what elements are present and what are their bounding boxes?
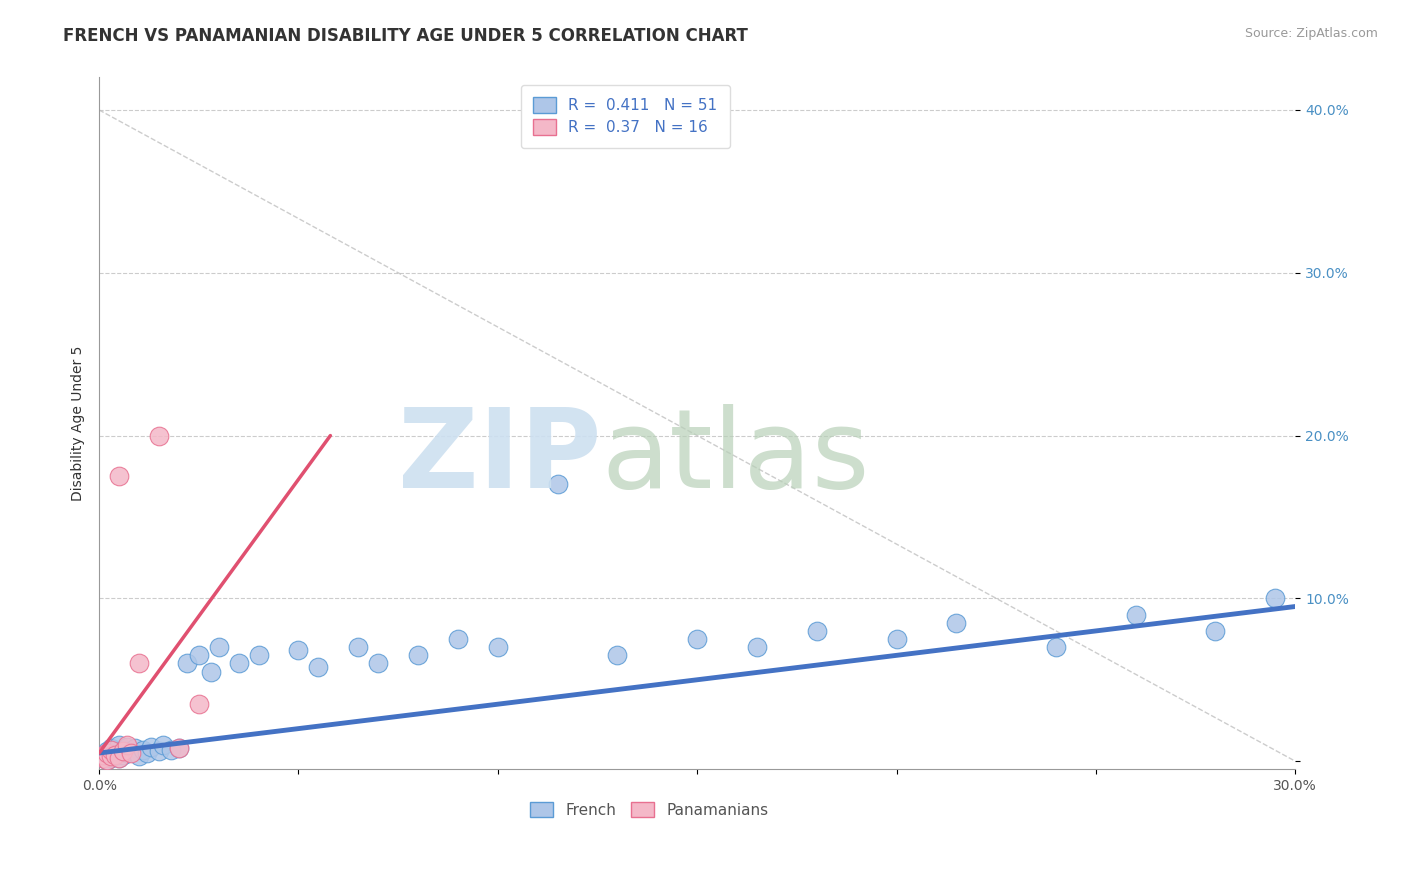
Point <box>128 657 150 671</box>
Point <box>200 665 222 679</box>
Point <box>112 747 135 762</box>
Point <box>228 657 250 671</box>
Point <box>96 752 118 766</box>
Point <box>187 648 209 663</box>
Point <box>208 640 231 655</box>
Point <box>104 746 127 760</box>
Legend: French, Panamanians: French, Panamanians <box>524 796 775 824</box>
Point <box>96 746 118 760</box>
Point <box>108 751 131 765</box>
Point <box>745 640 768 655</box>
Point <box>112 743 135 757</box>
Point <box>104 747 127 762</box>
Point <box>307 659 329 673</box>
Point <box>108 469 131 483</box>
Point <box>176 657 198 671</box>
Text: atlas: atlas <box>602 404 870 511</box>
Point <box>686 632 709 646</box>
Point <box>287 643 309 657</box>
Point <box>100 747 122 762</box>
Text: FRENCH VS PANAMANIAN DISABILITY AGE UNDER 5 CORRELATION CHART: FRENCH VS PANAMANIAN DISABILITY AGE UNDE… <box>63 27 748 45</box>
Point <box>148 744 170 758</box>
Point <box>167 741 190 756</box>
Point <box>806 624 828 638</box>
Point <box>367 657 389 671</box>
Point <box>139 739 162 754</box>
Point <box>108 738 131 752</box>
Point <box>104 749 127 764</box>
Point <box>100 741 122 756</box>
Point <box>160 743 183 757</box>
Text: Source: ZipAtlas.com: Source: ZipAtlas.com <box>1244 27 1378 40</box>
Point <box>1264 591 1286 606</box>
Point <box>115 738 138 752</box>
Point <box>148 428 170 442</box>
Point <box>167 741 190 756</box>
Point <box>120 746 142 760</box>
Point <box>606 648 628 663</box>
Point <box>132 743 155 757</box>
Point <box>886 632 908 646</box>
Text: ZIP: ZIP <box>398 404 602 511</box>
Point <box>547 477 569 491</box>
Point <box>100 743 122 757</box>
Point <box>115 739 138 754</box>
Point <box>100 749 122 764</box>
Point <box>945 615 967 630</box>
Point <box>108 751 131 765</box>
Point <box>120 744 142 758</box>
Y-axis label: Disability Age Under 5: Disability Age Under 5 <box>72 346 86 501</box>
Point <box>247 648 270 663</box>
Point <box>406 648 429 663</box>
Point <box>1045 640 1067 655</box>
Point <box>128 749 150 764</box>
Point <box>124 741 146 756</box>
Point <box>115 746 138 760</box>
Point <box>1204 624 1226 638</box>
Point <box>108 744 131 758</box>
Point <box>152 738 174 752</box>
Point <box>1125 607 1147 622</box>
Point <box>187 697 209 711</box>
Point <box>96 749 118 764</box>
Point <box>91 751 114 765</box>
Point <box>91 751 114 765</box>
Point <box>136 746 159 760</box>
Point <box>91 747 114 762</box>
Point <box>96 752 118 766</box>
Point <box>486 640 509 655</box>
Point <box>112 744 135 758</box>
Point <box>347 640 370 655</box>
Point <box>447 632 470 646</box>
Point <box>96 744 118 758</box>
Point <box>91 747 114 762</box>
Point <box>100 751 122 765</box>
